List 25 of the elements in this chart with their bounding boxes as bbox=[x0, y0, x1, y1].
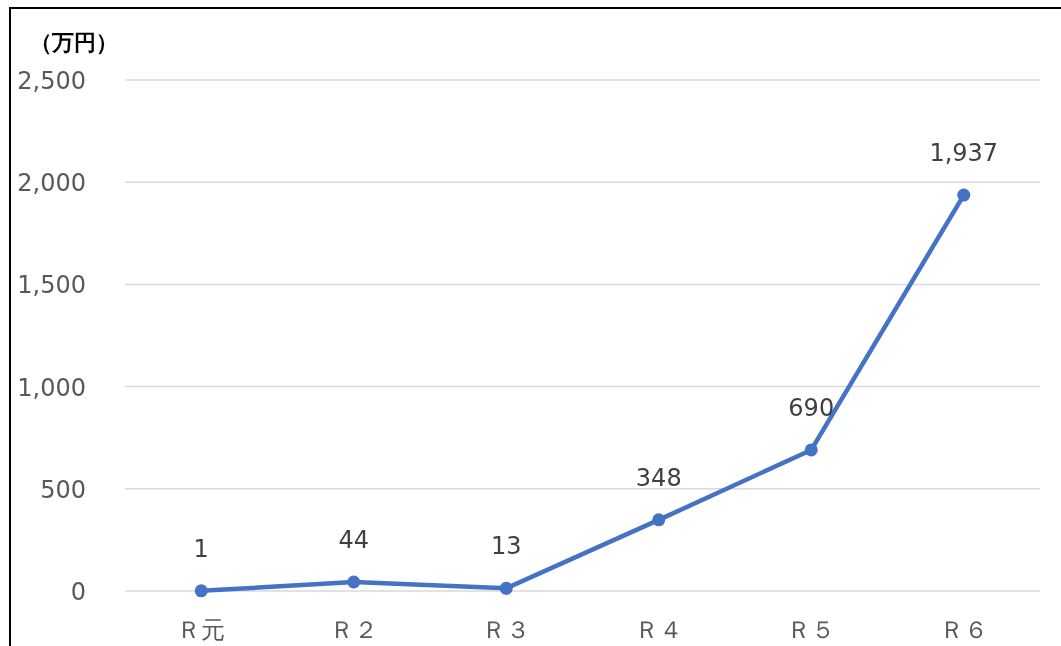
x-tick-label: Ｒ５ bbox=[787, 616, 836, 644]
x-tick-label: Ｒ２ bbox=[329, 616, 378, 644]
point bbox=[347, 575, 361, 589]
x-tick-label: Ｒ元 bbox=[177, 616, 226, 644]
data-label: 13 bbox=[490, 532, 522, 561]
y-tick-label: 1,500 bbox=[17, 271, 86, 300]
point bbox=[652, 513, 666, 527]
y-tick-label: 2,000 bbox=[17, 169, 86, 198]
data-label: 44 bbox=[338, 526, 370, 555]
point bbox=[499, 581, 513, 595]
point bbox=[957, 188, 971, 202]
point bbox=[804, 443, 818, 457]
data-label: 348 bbox=[635, 463, 682, 492]
x-tick-label: Ｒ６ bbox=[939, 616, 988, 644]
data-label: 1 bbox=[193, 534, 209, 563]
y-tick-label: 0 bbox=[70, 578, 86, 606]
point bbox=[194, 584, 208, 598]
y-tick-label: 2,500 bbox=[17, 67, 86, 95]
x-tick-label: Ｒ４ bbox=[634, 616, 683, 644]
y-tick-label: 1,000 bbox=[17, 373, 86, 402]
data-label: 690 bbox=[788, 393, 835, 422]
data-label: 1,937 bbox=[929, 139, 999, 168]
x-tick-label: Ｒ３ bbox=[482, 616, 531, 644]
y-axis-title: （万円） bbox=[30, 30, 118, 55]
y-tick-label: 500 bbox=[40, 475, 86, 504]
